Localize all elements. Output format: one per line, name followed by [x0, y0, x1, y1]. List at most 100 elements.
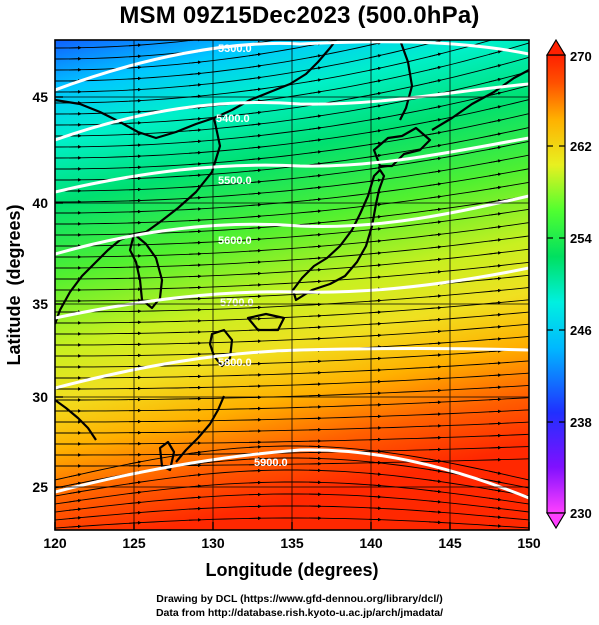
coastline-kuril	[431, 69, 529, 131]
stream-arrow	[128, 98, 142, 103]
stream-arrow	[188, 83, 202, 87]
stream-arrow	[308, 54, 322, 59]
streamline	[55, 433, 529, 445]
contour-label: 5400.0	[216, 113, 250, 125]
colorbar: 270 262 254 246 238 230	[545, 38, 592, 530]
stream-arrow	[308, 78, 322, 83]
colorbar-min-triangle	[545, 512, 567, 530]
coastline-ryukyu	[175, 395, 226, 463]
stream-arrow	[188, 252, 202, 256]
stream-arrow	[488, 361, 502, 365]
streamline	[55, 85, 529, 148]
stream-arrow	[428, 156, 442, 161]
streamline	[55, 323, 529, 346]
stream-arrow	[488, 159, 502, 164]
stream-arrow	[128, 121, 142, 125]
stream-arrow	[428, 79, 442, 84]
stream-arrow	[128, 480, 142, 485]
stream-arrow	[488, 77, 502, 83]
x-tick-labels: 120 125 130 135 140 145 150	[43, 535, 541, 551]
streamline	[55, 40, 445, 93]
colorbar-tick-label: 230	[570, 506, 592, 521]
stream-arrow	[488, 132, 502, 137]
contour-label: 5900.0	[254, 457, 288, 469]
stream-arrow	[248, 122, 262, 126]
stream-arrow	[428, 306, 442, 310]
stream-arrow	[488, 105, 502, 110]
stream-arrow	[308, 232, 322, 237]
stream-arrow	[428, 131, 442, 135]
stream-arrow	[308, 336, 322, 341]
stream-arrow	[248, 237, 262, 242]
stream-arrow	[369, 17, 381, 20]
stream-arrow	[428, 458, 442, 463]
stream-arrow	[128, 43, 142, 47]
streamline	[55, 181, 529, 225]
stream-arrow	[488, 349, 502, 353]
stream-arrow	[429, 14, 441, 17]
stream-arrow	[128, 87, 142, 92]
stream-arrow	[248, 52, 262, 57]
stream-arrow	[428, 65, 442, 71]
streamline	[55, 154, 529, 203]
stream-arrow	[488, 264, 502, 268]
y-axis-label: Latitude (degrees)	[4, 204, 24, 365]
stream-arrow	[188, 184, 202, 189]
stream-arrow	[429, 27, 441, 30]
coastline-japan-shikoku	[246, 312, 286, 332]
streamline	[55, 517, 529, 529]
streamline	[55, 40, 278, 60]
x-tick-label: 140	[359, 535, 383, 551]
streamline	[55, 248, 529, 280]
stream-arrow	[488, 373, 502, 377]
stream-arrow	[488, 199, 502, 203]
stream-arrow	[428, 143, 442, 148]
stream-arrow	[188, 506, 202, 511]
stream-arrow	[308, 221, 322, 225]
stream-arrow	[488, 50, 502, 55]
y-tick-label: 45	[32, 89, 48, 105]
stream-arrow	[428, 270, 442, 274]
streamline	[55, 113, 529, 170]
stream-arrow	[248, 180, 262, 184]
stream-arrow	[248, 75, 262, 80]
stream-arrow	[128, 490, 142, 495]
streamline	[55, 235, 529, 269]
streamline	[55, 372, 529, 390]
stream-arrow	[128, 65, 142, 70]
stream-arrow	[488, 479, 502, 484]
stream-arrow	[488, 225, 502, 229]
colorbar-max-triangle	[545, 38, 567, 56]
coastline-taiwan	[158, 440, 176, 472]
stream-arrow	[248, 260, 262, 264]
stream-arrow	[488, 385, 502, 390]
stream-arrow	[128, 132, 142, 136]
stream-arrow	[248, 133, 262, 138]
coastline-china-south	[55, 399, 97, 441]
contour-labels: 5300.0 5400.0 5500.0 5600.0 5700.0 5800.…	[216, 43, 288, 469]
stream-arrow	[248, 87, 262, 92]
colorbar-tick-label: 246	[570, 323, 592, 338]
stream-arrow	[428, 207, 442, 212]
stream-arrow	[128, 76, 142, 81]
stream-arrow	[188, 195, 202, 200]
streamline	[55, 421, 529, 434]
streamline	[55, 299, 529, 324]
streamline	[55, 493, 529, 513]
stream-arrow	[428, 317, 442, 322]
colorbar-gradient	[546, 54, 566, 514]
stream-arrow	[308, 256, 322, 260]
stream-arrow	[248, 64, 262, 68]
stream-arrow	[248, 283, 262, 287]
coastline-sakhalin	[398, 40, 414, 121]
stream-arrow	[428, 329, 442, 334]
streamline	[55, 458, 529, 467]
stream-arrow	[188, 229, 202, 234]
stream-arrow	[308, 90, 322, 95]
streamline	[55, 222, 529, 258]
stream-arrow	[248, 456, 262, 461]
streamline	[55, 469, 529, 497]
contour-label: 5600.0	[218, 235, 252, 247]
x-tick-label: 120	[43, 535, 67, 551]
